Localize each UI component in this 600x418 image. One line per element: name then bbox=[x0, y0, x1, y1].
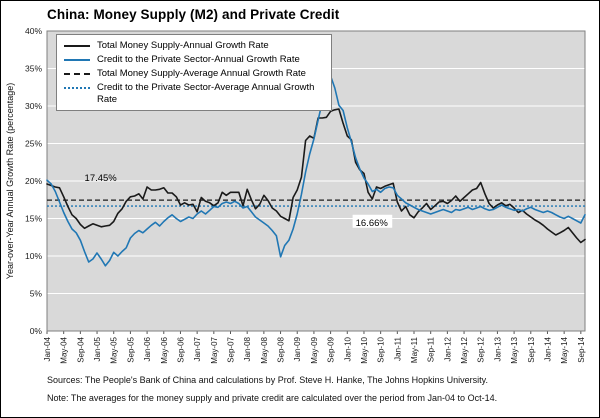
x-tick-label: Sep-12 bbox=[477, 336, 486, 362]
x-tick-label: Sep-06 bbox=[176, 336, 185, 362]
annotation-box bbox=[352, 214, 393, 228]
x-tick-label: Jan-06 bbox=[143, 336, 152, 361]
x-tick-label: Jan-09 bbox=[293, 336, 302, 361]
y-tick-label: 5% bbox=[30, 289, 43, 299]
x-tick-label: May-06 bbox=[160, 336, 169, 363]
y-tick-label: 25% bbox=[25, 139, 42, 149]
x-tick-label: Sep-13 bbox=[527, 336, 536, 362]
y-tick-label: 15% bbox=[25, 214, 42, 224]
x-tick-label: May-08 bbox=[260, 336, 269, 363]
note-text: Note: The averages for the money supply … bbox=[47, 393, 498, 403]
m2-line-sample bbox=[64, 45, 90, 47]
y-tick-label: 30% bbox=[25, 101, 42, 111]
legend-label-m2-average: Total Money Supply-Average Annual Growth… bbox=[97, 67, 306, 79]
x-tick-label: Sep-11 bbox=[427, 336, 436, 362]
y-tick-label: 20% bbox=[25, 176, 42, 186]
legend-item-credit-average: Credit to the Private Sector-Average Ann… bbox=[64, 82, 324, 106]
x-tick-label: May-13 bbox=[510, 336, 519, 363]
x-tick-label: Jan-13 bbox=[493, 336, 502, 361]
x-tick-label: May-09 bbox=[310, 336, 319, 363]
x-tick-label: May-05 bbox=[110, 336, 119, 363]
legend-item-credit: Credit to the Private Sector-Annual Grow… bbox=[64, 54, 324, 66]
annotation-label: 17.45% bbox=[85, 173, 118, 184]
m2-average-line-sample bbox=[64, 72, 90, 75]
x-tick-label: Sep-14 bbox=[577, 336, 586, 362]
x-tick-label: Jan-04 bbox=[43, 336, 52, 361]
y-tick-label: 0% bbox=[30, 326, 43, 336]
x-tick-label: Sep-05 bbox=[126, 336, 135, 362]
chart-title: China: Money Supply (M2) and Private Cre… bbox=[47, 7, 340, 22]
legend-label-credit: Credit to the Private Sector-Annual Grow… bbox=[97, 53, 300, 65]
x-tick-label: Jan-14 bbox=[543, 336, 552, 361]
x-tick-label: Sep-04 bbox=[76, 336, 85, 362]
x-tick-label: Jan-08 bbox=[243, 336, 252, 361]
x-tick-label: Sep-09 bbox=[327, 336, 336, 362]
x-tick-label: Sep-10 bbox=[377, 336, 386, 362]
y-tick-label: 40% bbox=[25, 26, 42, 36]
y-tick-label: 10% bbox=[25, 251, 42, 261]
credit-line-sample bbox=[64, 58, 90, 61]
x-tick-label: May-11 bbox=[410, 336, 419, 363]
x-tick-label: Jan-10 bbox=[343, 336, 352, 361]
x-tick-label: Sep-08 bbox=[277, 336, 286, 362]
legend-item-m2: Total Money Supply-Annual Growth Rate bbox=[64, 40, 324, 52]
legend-label-credit-average: Credit to the Private Sector-Average Ann… bbox=[97, 81, 315, 105]
x-tick-label: May-12 bbox=[460, 336, 469, 363]
legend-label-m2: Total Money Supply-Annual Growth Rate bbox=[97, 40, 269, 51]
series-line bbox=[46, 75, 586, 267]
x-tick-label: Jan-07 bbox=[193, 336, 202, 361]
x-tick-label: Sep-07 bbox=[227, 336, 236, 362]
sources-text: Sources: The People's Bank of China and … bbox=[47, 375, 488, 385]
x-tick-label: Jan-11 bbox=[393, 336, 402, 360]
credit-average-line-sample bbox=[64, 86, 90, 89]
x-tick-label: May-07 bbox=[210, 336, 219, 363]
legend: Total Money Supply-Annual Growth Rate Cr… bbox=[56, 34, 332, 112]
legend-item-m2-average: Total Money Supply-Average Annual Growth… bbox=[64, 68, 324, 80]
x-tick-label: May-04 bbox=[60, 336, 69, 363]
annotation-label: 16.66% bbox=[356, 218, 389, 229]
x-tick-label: May-10 bbox=[360, 336, 369, 363]
y-tick-label: 35% bbox=[25, 64, 42, 74]
x-tick-label: Jan-12 bbox=[443, 336, 452, 361]
x-tick-label: May-14 bbox=[560, 336, 569, 363]
x-tick-label: Jan-05 bbox=[93, 336, 102, 361]
